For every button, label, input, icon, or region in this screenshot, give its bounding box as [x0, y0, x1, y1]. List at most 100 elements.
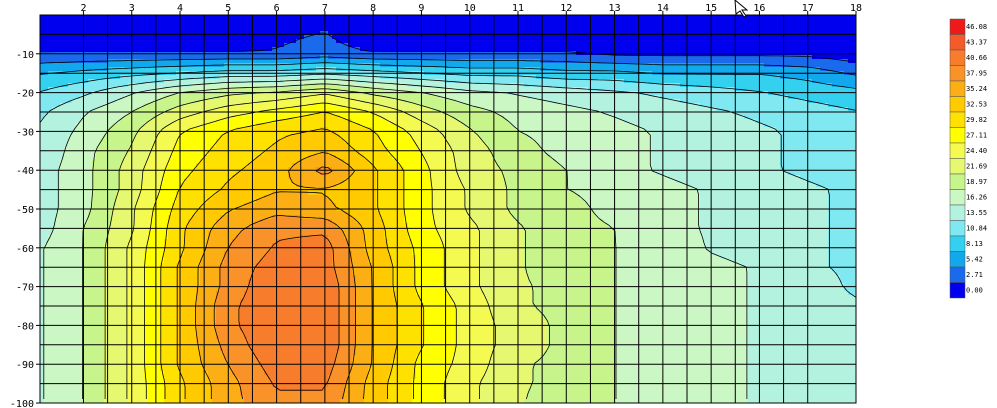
- contour-cell: [140, 67, 145, 72]
- contour-cell: [488, 103, 493, 108]
- contour-cell: [804, 31, 809, 36]
- contour-cell: [672, 35, 677, 40]
- contour-cell: [344, 55, 349, 60]
- contour-cell: [788, 15, 793, 20]
- contour-cell: [788, 59, 793, 64]
- contour-cell: [528, 75, 533, 80]
- contour-cell: [852, 51, 857, 56]
- contour-cell: [716, 99, 721, 104]
- contour-cell: [472, 31, 477, 36]
- contour-cell: [124, 75, 129, 80]
- contour-cell: [172, 87, 177, 92]
- contour-cell: [252, 99, 257, 104]
- contour-cell: [628, 83, 633, 88]
- contour-cell: [228, 95, 233, 100]
- contour-cell: [344, 63, 349, 68]
- contour-cell: [548, 87, 553, 92]
- contour-cell: [704, 99, 709, 104]
- contour-cell: [692, 55, 697, 60]
- contour-cell: [536, 91, 541, 96]
- contour-cell: [556, 39, 561, 44]
- contour-cell: [128, 23, 133, 28]
- contour-cell: [656, 35, 661, 40]
- contour-cell: [244, 27, 249, 32]
- contour-cell: [480, 15, 485, 20]
- contour-cell: [152, 23, 157, 28]
- contour-cell: [52, 35, 57, 40]
- contour-cell: [500, 67, 505, 72]
- contour-cell: [412, 31, 417, 36]
- contour-cell: [152, 111, 157, 116]
- contour-cell: [220, 103, 225, 108]
- contour-cell: [740, 107, 745, 112]
- contour-cell: [216, 43, 221, 48]
- contour-cell: [72, 59, 77, 64]
- contour-cell: [616, 47, 621, 52]
- contour-cell: [184, 15, 189, 20]
- contour-cell: [376, 79, 381, 84]
- contour-cell: [576, 67, 581, 72]
- contour-cell: [616, 79, 621, 84]
- contour-cell: [128, 35, 133, 40]
- contour-cell: [824, 23, 829, 28]
- contour-cell: [640, 55, 645, 60]
- contour-cell: [796, 23, 801, 28]
- contour-cell: [76, 111, 81, 116]
- contour-cell: [804, 87, 809, 92]
- contour-cell: [264, 31, 269, 36]
- contour-cell: [96, 83, 101, 88]
- contour-cell: [184, 75, 189, 80]
- contour-cell: [572, 47, 577, 52]
- contour-cell: [652, 15, 657, 20]
- contour-cell: [764, 47, 769, 52]
- contour-cell: [800, 15, 805, 20]
- contour-cell: [184, 63, 189, 68]
- contour-cell: [148, 67, 153, 72]
- contour-cell: [76, 79, 81, 84]
- contour-cell: [680, 107, 685, 112]
- contour-cell: [468, 79, 473, 84]
- contour-cell: [852, 87, 857, 92]
- contour-cell: [736, 107, 741, 112]
- contour-cell: [728, 79, 733, 84]
- contour-cell: [736, 23, 741, 28]
- contour-cell: [100, 111, 105, 116]
- contour-cell: [152, 83, 157, 88]
- contour-cell: [336, 43, 341, 48]
- contour-cell: [40, 59, 45, 64]
- contour-cell: [720, 67, 725, 72]
- contour-cell: [560, 39, 565, 44]
- contour-cell: [384, 19, 389, 24]
- contour-cell: [284, 63, 289, 68]
- contour-cell: [760, 19, 765, 24]
- contour-cell: [136, 51, 141, 56]
- contour-cell: [412, 39, 417, 44]
- contour-cell: [400, 83, 405, 88]
- contour-cell: [44, 91, 49, 96]
- contour-cell: [356, 31, 361, 36]
- contour-cell: [200, 27, 205, 32]
- contour-cell: [852, 27, 857, 32]
- contour-cell: [472, 87, 477, 92]
- contour-cell: [440, 75, 445, 80]
- contour-cell: [628, 91, 633, 96]
- contour-cell: [840, 59, 845, 64]
- contour-cell: [688, 27, 693, 32]
- contour-cell: [252, 51, 257, 56]
- contour-cell: [380, 19, 385, 24]
- contour-cell: [180, 43, 185, 48]
- contour-cell: [432, 27, 437, 32]
- contour-cell: [712, 59, 717, 64]
- contour-cell: [672, 83, 677, 88]
- contour-cell: [736, 19, 741, 24]
- contour-cell: [204, 79, 209, 84]
- contour-cell: [668, 75, 673, 80]
- contour-cell: [760, 27, 765, 32]
- contour-cell: [56, 87, 61, 92]
- contour-cell: [600, 63, 605, 68]
- contour-cell: [164, 87, 169, 92]
- contour-cell: [312, 51, 317, 56]
- contour-cell: [52, 39, 57, 44]
- contour-cell: [164, 27, 169, 32]
- contour-cell: [444, 39, 449, 44]
